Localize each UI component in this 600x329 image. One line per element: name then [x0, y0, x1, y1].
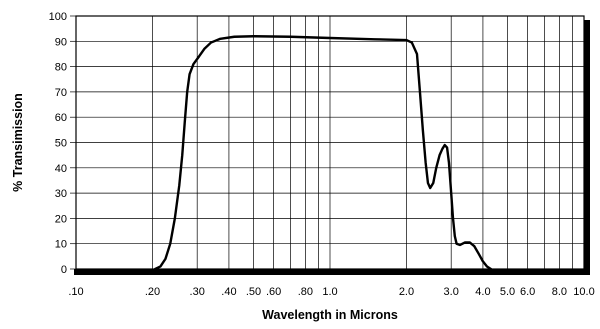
y-tick-label: 40	[55, 163, 67, 175]
x-tick-label: 8.0	[552, 286, 567, 298]
x-tick-label: 1.0	[322, 286, 337, 298]
y-tick-label: 0	[61, 264, 67, 276]
x-tick-label: .10	[68, 286, 83, 298]
x-tick-label: 3.0	[444, 286, 459, 298]
x-tick-label: .20	[145, 286, 160, 298]
x-tick-label: 5.0	[500, 286, 515, 298]
plot-right-edge-bar	[584, 20, 590, 275]
x-tick-label: .50	[246, 286, 261, 298]
y-tick-label: 10	[55, 239, 67, 251]
x-tick-label: 2.0	[399, 286, 414, 298]
y-tick-label: 90	[55, 36, 67, 48]
y-axis-title: % Transimission	[11, 93, 25, 192]
x-tick-label: .30	[190, 286, 205, 298]
x-axis-title: Wavelength in Microns	[262, 308, 398, 322]
x-tick-label: 4.0	[475, 286, 490, 298]
y-axis: 0 10 20 30 40 50 60 70 80 90 100	[49, 11, 76, 276]
x-tick-label: 10.0	[573, 286, 594, 298]
x-tick-label: 6.0	[520, 286, 535, 298]
gridlines	[76, 16, 584, 269]
x-axis: .10 .20 .30 .40 .50 .60 .80 1.0 2.0 3.0 4.0 5.0 6.0 8…	[68, 286, 594, 298]
y-tick-label: 60	[55, 112, 67, 124]
transmission-curve	[153, 35, 493, 271]
x-tick-label: .80	[298, 286, 313, 298]
y-tick-label: 100	[49, 11, 67, 23]
y-tick-label: 50	[55, 138, 67, 150]
x-axis-baseline-bar	[74, 269, 590, 275]
x-tick-label: .40	[221, 286, 236, 298]
y-tick-label: 20	[55, 213, 67, 225]
y-tick-label: 80	[55, 62, 67, 74]
x-tick-label: .60	[266, 286, 281, 298]
y-tick-label: 70	[55, 87, 67, 99]
y-tick-label: 30	[55, 188, 67, 200]
